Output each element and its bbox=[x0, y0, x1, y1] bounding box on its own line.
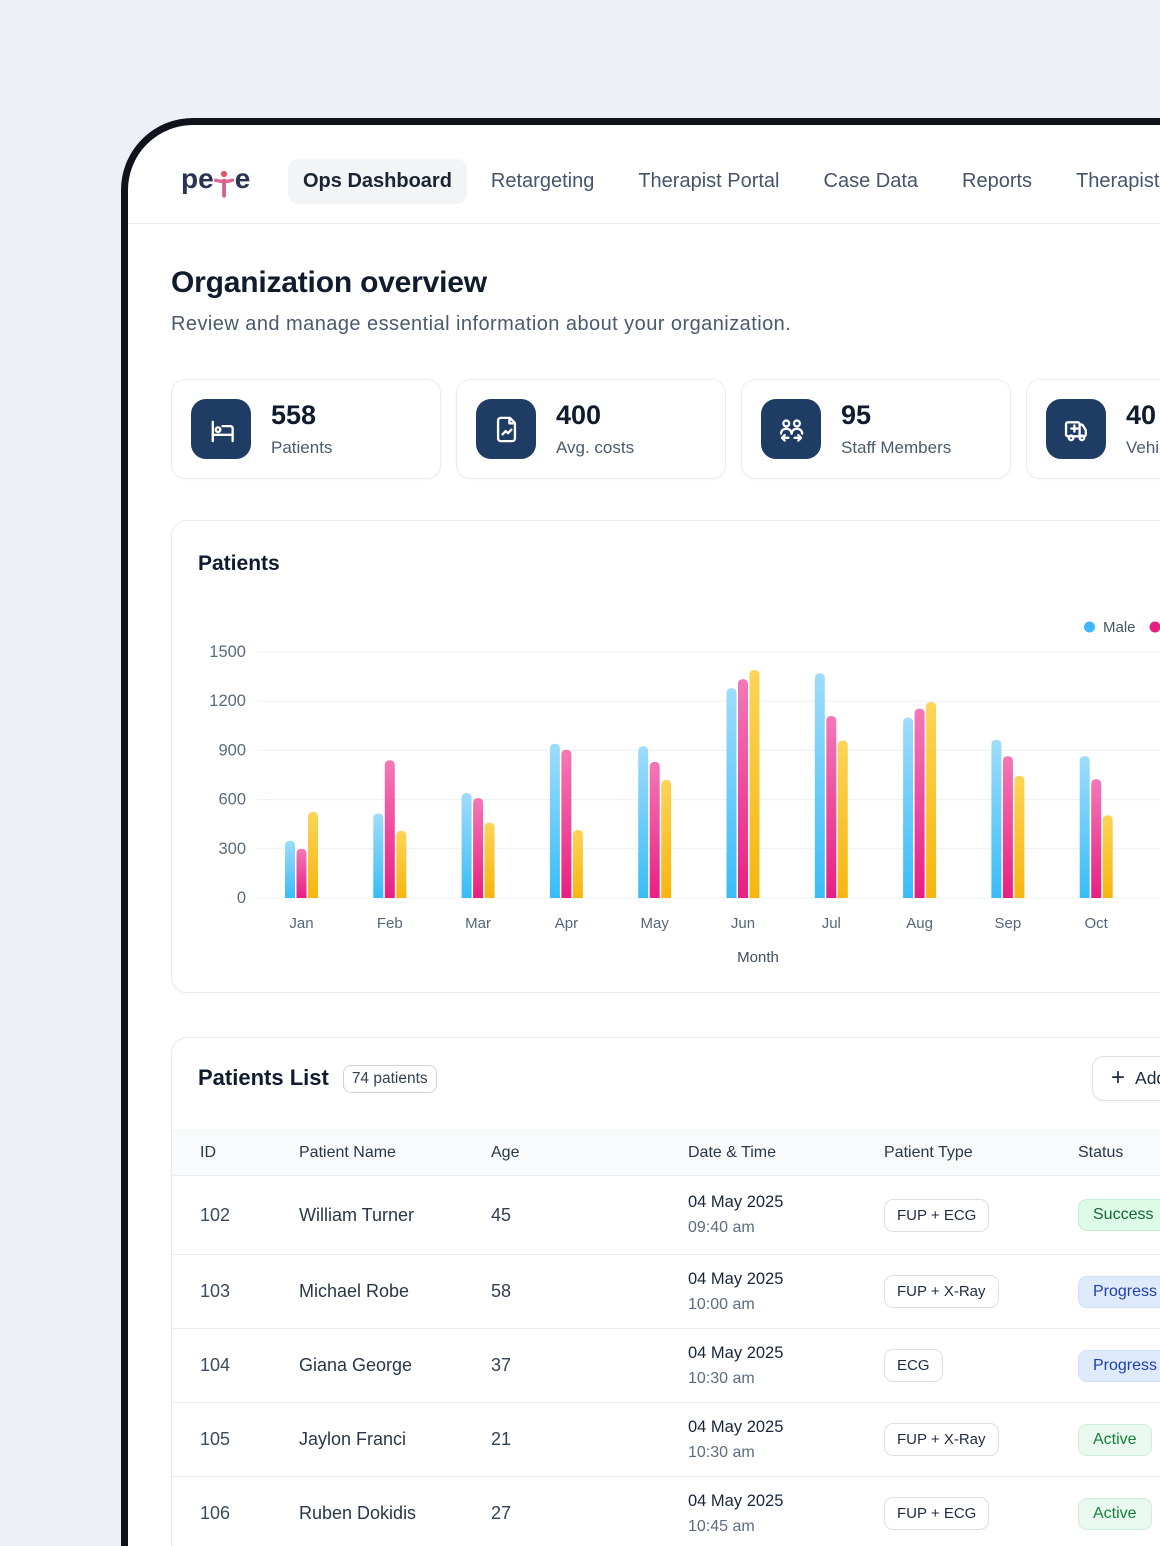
svg-text:600: 600 bbox=[218, 791, 246, 809]
svg-text:1200: 1200 bbox=[209, 692, 246, 710]
svg-text:300: 300 bbox=[218, 840, 246, 858]
svg-text:Feb: Feb bbox=[377, 915, 403, 932]
svg-text:Oct: Oct bbox=[1085, 915, 1109, 932]
svg-text:Apr: Apr bbox=[555, 915, 578, 932]
svg-text:Male: Male bbox=[1103, 619, 1136, 636]
svg-text:Jul: Jul bbox=[822, 915, 841, 932]
svg-text:May: May bbox=[641, 915, 670, 932]
svg-text:Jan: Jan bbox=[289, 915, 313, 932]
svg-text:Mar: Mar bbox=[465, 915, 491, 932]
svg-text:1500: 1500 bbox=[209, 643, 246, 661]
svg-text:Sep: Sep bbox=[995, 915, 1022, 932]
svg-text:900: 900 bbox=[218, 741, 246, 759]
svg-text:Aug: Aug bbox=[906, 915, 933, 932]
svg-text:Month: Month bbox=[737, 949, 779, 966]
svg-text:0: 0 bbox=[237, 889, 246, 907]
svg-text:Jun: Jun bbox=[731, 915, 755, 932]
